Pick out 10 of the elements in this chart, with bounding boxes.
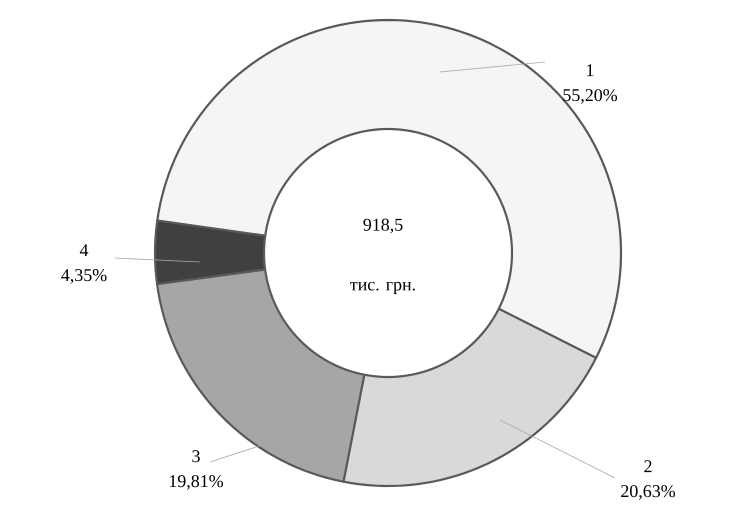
data-label: 19,81% bbox=[170, 475, 224, 490]
slice-label: 3 bbox=[192, 450, 200, 462]
data-label: 4,35% bbox=[61, 269, 107, 284]
slice-label: 4 bbox=[80, 244, 88, 256]
slice-label: 1 bbox=[587, 64, 594, 76]
text: 918,5 bbox=[363, 218, 402, 234]
data-label: 55,20% bbox=[563, 89, 618, 104]
slice-label: 2 bbox=[644, 460, 652, 472]
data-label: 20,63% bbox=[621, 485, 676, 500]
text: тис. грн. bbox=[350, 282, 415, 294]
